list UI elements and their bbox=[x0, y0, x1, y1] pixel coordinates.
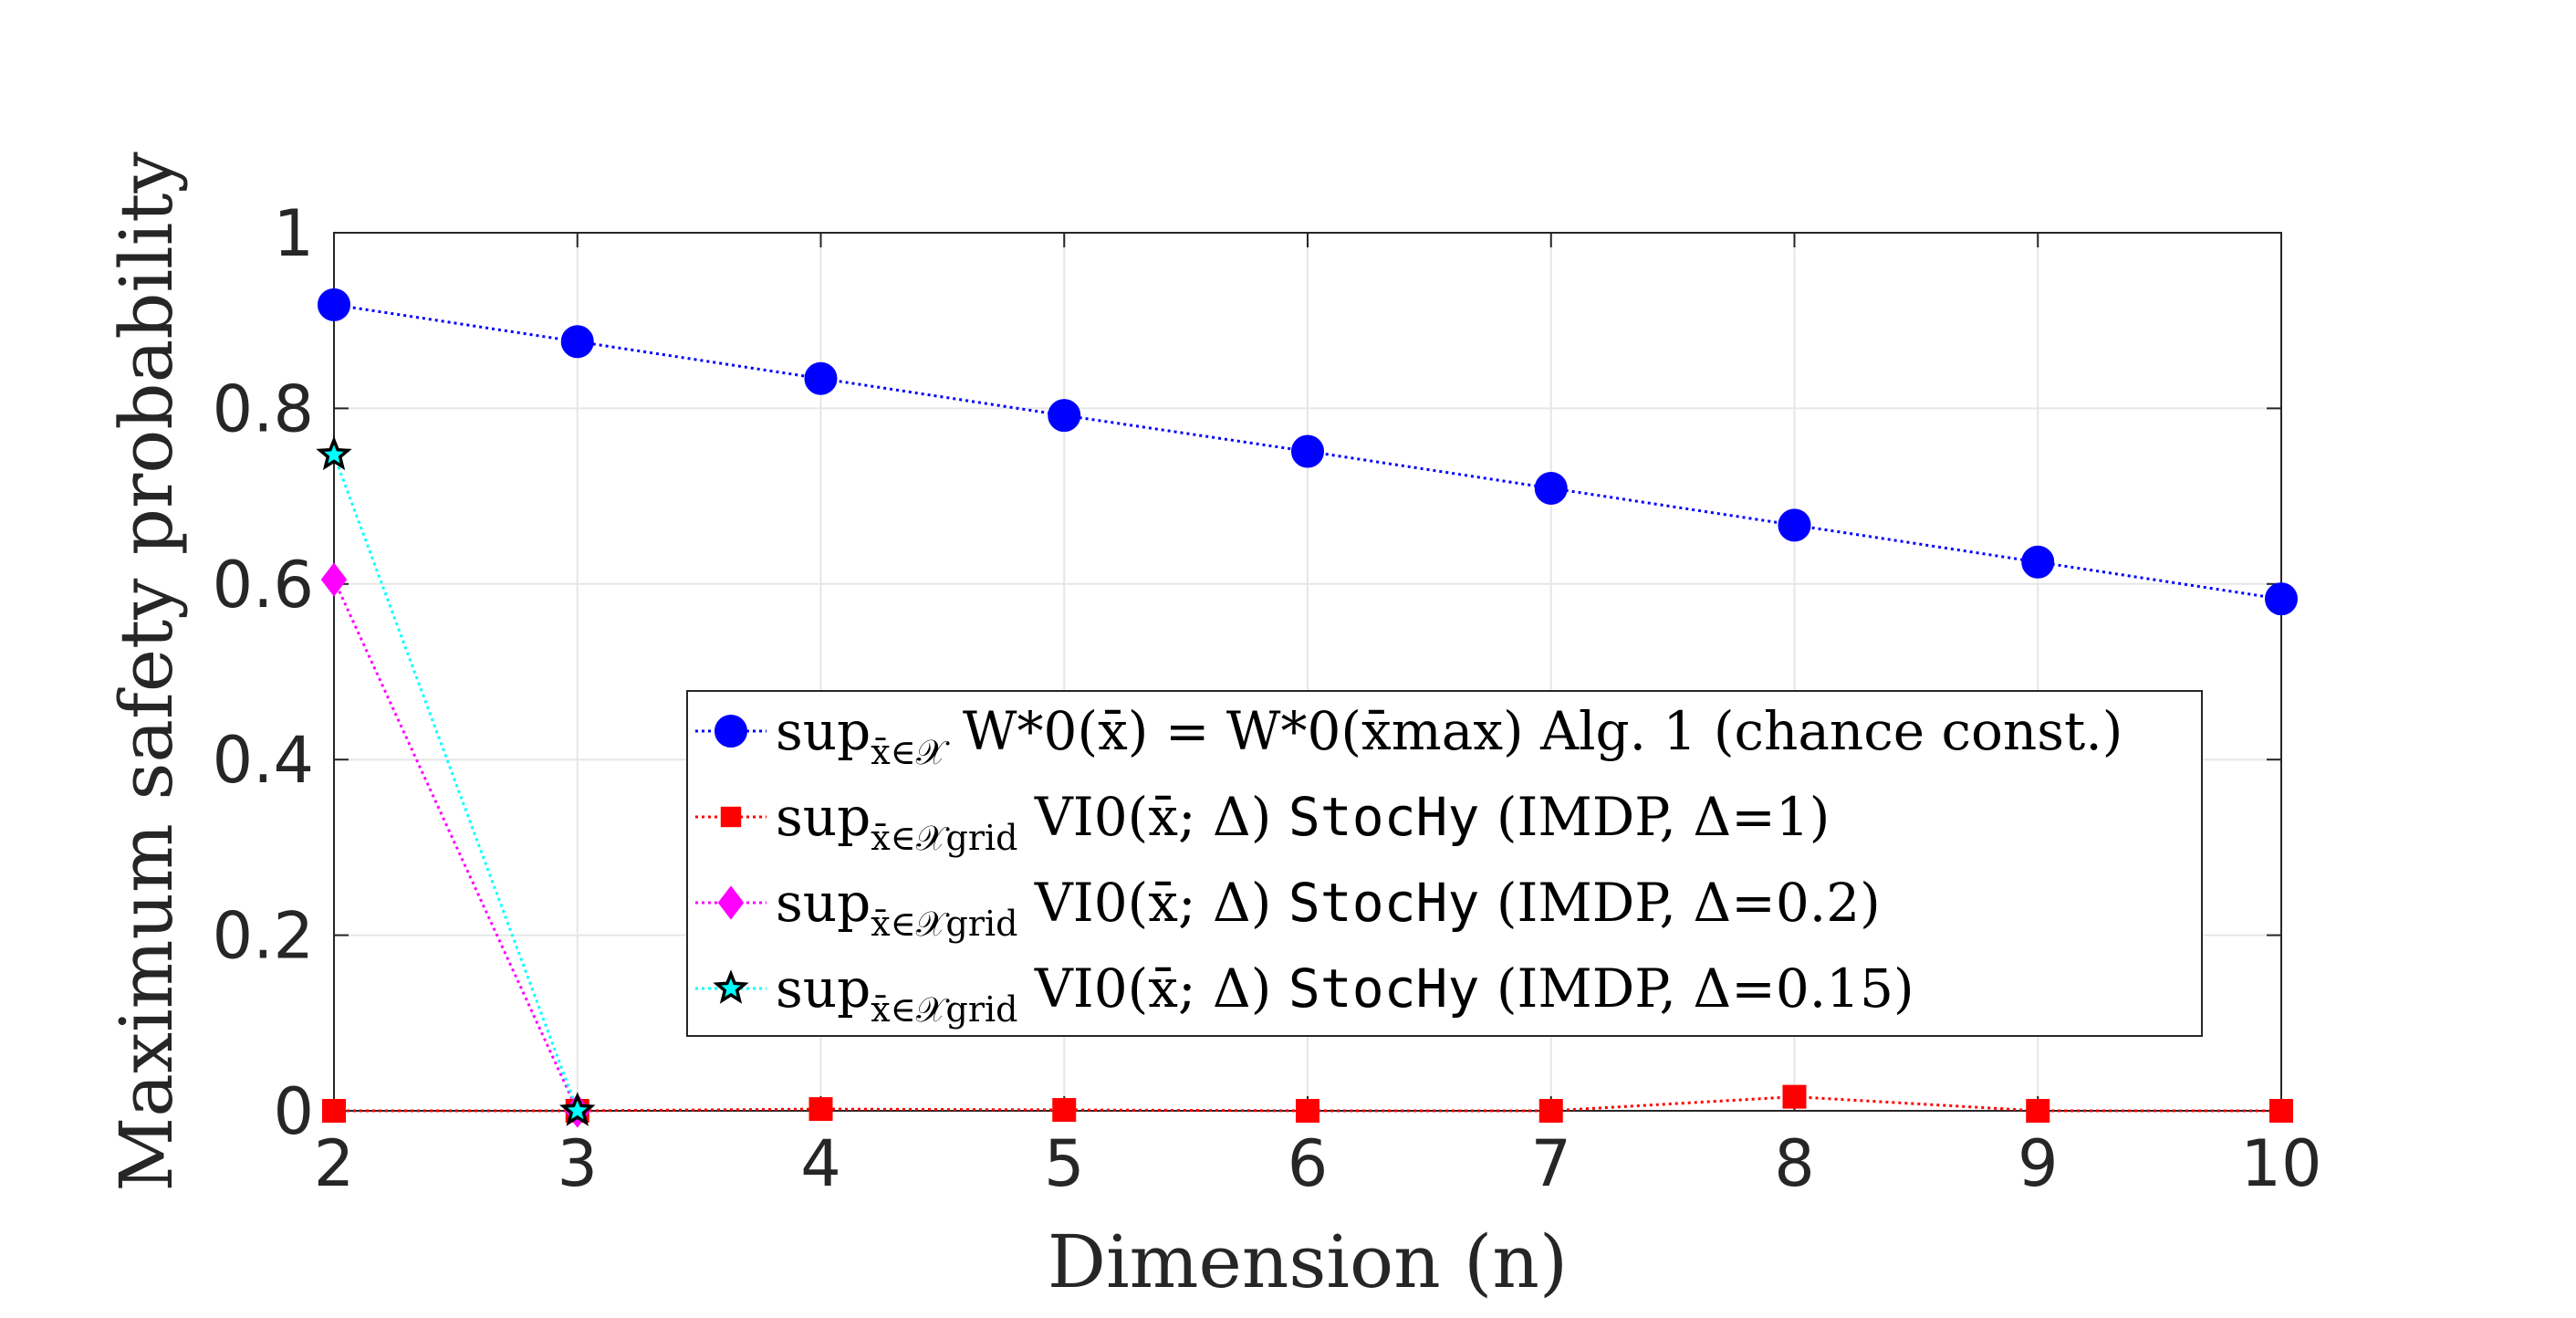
x-tick-label: 5 bbox=[1044, 1126, 1085, 1201]
legend-sup: sup bbox=[776, 700, 871, 762]
legend-tool-name: StocHy bbox=[1288, 957, 1480, 1020]
data-point-square bbox=[322, 1099, 346, 1123]
data-point-square bbox=[2026, 1099, 2050, 1123]
data-point-circle bbox=[1291, 434, 1324, 468]
legend-item: supx̄∈𝒳grid VI0(x̄; Δ) StocHy (IMDP, Δ=0… bbox=[695, 872, 1881, 944]
data-point-square bbox=[2269, 1099, 2293, 1123]
data-point-circle bbox=[1534, 471, 1568, 505]
legend-subscript: x̄∈𝒳grid bbox=[871, 904, 1017, 944]
data-point-square bbox=[1782, 1084, 1807, 1109]
y-tick-label: 0 bbox=[273, 1074, 314, 1149]
legend-subscript: x̄∈𝒳grid bbox=[871, 818, 1017, 858]
legend-params: (IMDP, Δ=1) bbox=[1479, 786, 1830, 848]
series-circle bbox=[318, 288, 2298, 616]
data-point-diamond bbox=[320, 562, 348, 597]
legend-params: (IMDP, Δ=0.2) bbox=[1479, 872, 1880, 934]
legend-subscript: x̄∈𝒳grid bbox=[871, 989, 1017, 1030]
legend-item: supx̄∈𝒳grid VI0(x̄; Δ) StocHy (IMDP, Δ=0… bbox=[695, 957, 1914, 1030]
data-point-diamond bbox=[717, 885, 745, 920]
legend-expression: VI0(x̄; Δ) bbox=[1017, 872, 1288, 934]
x-tick-label: 3 bbox=[557, 1126, 598, 1201]
data-point-circle bbox=[318, 288, 350, 321]
data-point-square bbox=[1052, 1098, 1077, 1123]
legend-params: (IMDP, Δ=0.15) bbox=[1479, 957, 1914, 1020]
legend-tool-name: StocHy bbox=[1288, 786, 1480, 848]
x-tick-label: 8 bbox=[1774, 1126, 1815, 1201]
data-point-circle bbox=[804, 361, 838, 395]
y-tick-label: 1 bbox=[273, 196, 314, 271]
y-tick-label: 0.4 bbox=[213, 723, 314, 798]
data-point-square bbox=[1538, 1099, 1563, 1123]
legend-label: supx̄∈𝒳grid VI0(x̄; Δ) StocHy (IMDP, Δ=0… bbox=[776, 957, 1914, 1030]
legend-item: supx̄∈𝒳 W*0(x̄) = W*0(x̄max) Alg. 1 (cha… bbox=[695, 700, 2122, 772]
legend-label: supx̄∈𝒳 W*0(x̄) = W*0(x̄max) Alg. 1 (cha… bbox=[776, 700, 2122, 772]
series-group bbox=[316, 288, 2298, 1128]
data-point-circle bbox=[1778, 508, 1811, 542]
data-point-circle bbox=[560, 325, 594, 359]
series-line bbox=[332, 579, 579, 1112]
legend-expression: VI0(x̄; Δ) bbox=[1017, 957, 1288, 1020]
data-point-star bbox=[316, 435, 352, 471]
legend-box bbox=[686, 690, 2203, 1037]
axis-ticks: 2 3 4 5 6 7 8 9 10 0 0.2 0.4 0.6 0.8 1 bbox=[213, 196, 2322, 1201]
x-axis-label: Dimension (n) bbox=[1048, 1219, 1568, 1304]
data-point-square bbox=[1296, 1099, 1319, 1123]
legend-expression: W*0(x̄) = W*0(x̄max) Alg. 1 (chance cons… bbox=[946, 700, 2123, 762]
x-tick-label: 2 bbox=[314, 1126, 355, 1201]
data-point-star bbox=[713, 969, 749, 1004]
data-point-star bbox=[559, 1092, 596, 1126]
legend-subscript: x̄∈𝒳 bbox=[871, 732, 950, 772]
legend-item: supx̄∈𝒳grid VI0(x̄; Δ) StocHy (IMDP, Δ=1… bbox=[695, 786, 1830, 858]
y-axis-label: Maximum safety probability bbox=[104, 152, 189, 1191]
series-square bbox=[322, 1084, 2293, 1123]
legend-label: supx̄∈𝒳grid VI0(x̄; Δ) StocHy (IMDP, Δ=1… bbox=[776, 786, 1830, 858]
legend-sup: sup bbox=[776, 872, 871, 934]
x-tick-label: 6 bbox=[1288, 1126, 1329, 1201]
series-star bbox=[316, 435, 596, 1126]
series-line bbox=[334, 1095, 2281, 1113]
y-tick-label: 0.2 bbox=[213, 899, 314, 974]
x-tick-label: 10 bbox=[2240, 1126, 2321, 1201]
y-tick-label: 0.8 bbox=[213, 371, 314, 446]
y-tick-label: 0.6 bbox=[213, 548, 314, 622]
legend: supx̄∈𝒳 W*0(x̄) = W*0(x̄max) Alg. 1 (cha… bbox=[686, 690, 2203, 1037]
data-point-square bbox=[720, 806, 742, 828]
x-tick-label: 4 bbox=[800, 1126, 841, 1201]
legend-sup: sup bbox=[776, 957, 871, 1020]
legend-tool-name: StocHy bbox=[1288, 872, 1480, 934]
data-point-circle bbox=[714, 715, 747, 748]
legend-sup: sup bbox=[776, 786, 871, 848]
x-tick-label: 7 bbox=[1530, 1126, 1571, 1201]
x-tick-label: 9 bbox=[2018, 1126, 2059, 1201]
data-point-circle bbox=[2265, 582, 2298, 616]
series-line bbox=[332, 454, 579, 1112]
legend-expression: VI0(x̄; Δ) bbox=[1017, 786, 1288, 848]
data-point-circle bbox=[1048, 399, 1081, 433]
legend-label: supx̄∈𝒳grid VI0(x̄; Δ) StocHy (IMDP, Δ=0… bbox=[776, 872, 1881, 944]
data-point-square bbox=[808, 1097, 833, 1122]
data-point-circle bbox=[2021, 545, 2055, 579]
